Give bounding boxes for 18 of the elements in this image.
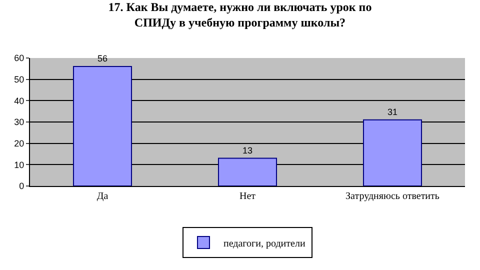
y-tick-label: 10 <box>14 160 24 170</box>
data-label: 56 <box>97 54 108 64</box>
bar <box>363 119 422 186</box>
y-tick-label: 0 <box>19 181 24 192</box>
bar <box>218 158 277 186</box>
x-tick-label: Да <box>96 191 109 202</box>
legend-label: педагоги, родители <box>224 238 306 250</box>
y-tick-label: 50 <box>14 74 24 84</box>
y-tick-label: 20 <box>14 138 24 148</box>
y-tick-label: 40 <box>14 96 24 106</box>
data-label: 31 <box>387 106 398 117</box>
chart-title: 17. Как Вы думаете, нужно ли включать урок по СПИДу в учебную программу школы? <box>108 0 372 30</box>
x-tick-label: Нет <box>239 191 256 202</box>
data-label: 13 <box>242 145 253 156</box>
y-tick-label: 60 <box>14 53 24 64</box>
y-tick-label: 30 <box>14 117 24 128</box>
x-tick-label: Затрудняюсь ответить <box>346 191 440 202</box>
bar <box>73 66 132 186</box>
